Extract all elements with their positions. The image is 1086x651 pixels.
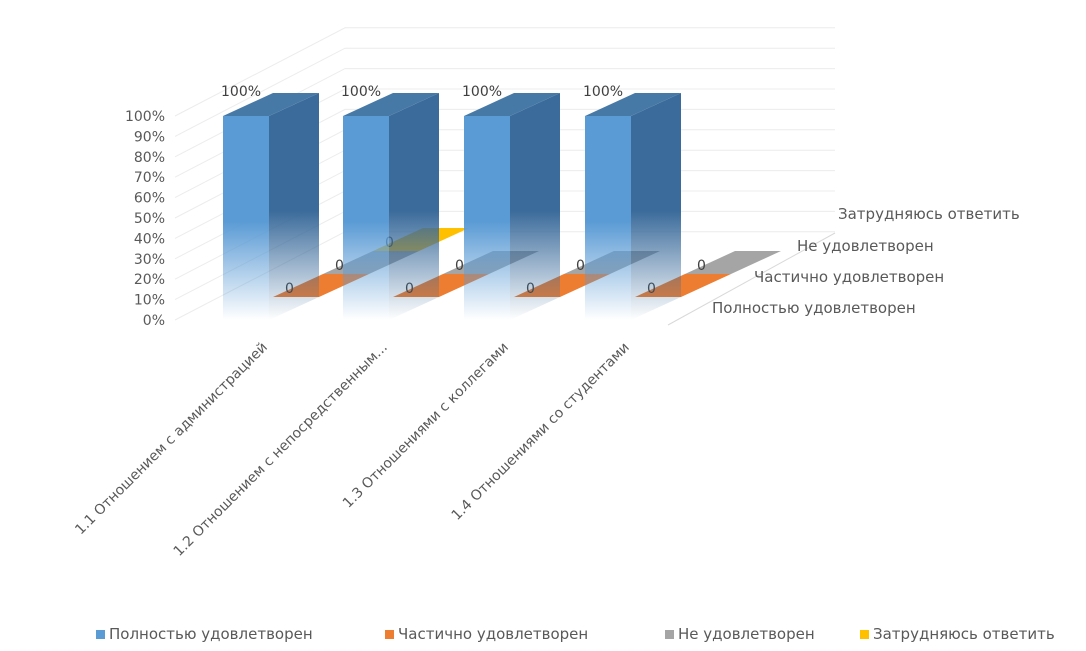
legend-item[interactable]: Частично удовлетворен [385, 625, 588, 643]
floor-edge [667, 232, 836, 326]
legend-label: Затрудняюсь ответить [873, 625, 1055, 643]
legend[interactable]: Полностью удовлетворен Частично удовлетво… [96, 625, 1055, 643]
y-tick-label: 60% [134, 191, 165, 207]
y-tick-label: 40% [134, 231, 165, 247]
y-tick-label: 10% [134, 293, 165, 309]
bar-front [343, 116, 389, 320]
bar: 100% [462, 84, 560, 320]
x-tick-label: 1.2 Отношением с непосредственным... [171, 340, 391, 560]
y-tick-label: 100% [125, 109, 165, 125]
series-axis-label: Не удовлетворен [797, 237, 934, 255]
series-axis-label: Частично удовлетворен [754, 268, 944, 286]
plot-area: 000000000100%100%100%100% [221, 84, 781, 320]
series-axis-label: Затрудняюсь ответить [838, 205, 1020, 223]
legend-swatch [860, 630, 869, 639]
legend-label: Полностью удовлетворен [109, 625, 313, 643]
legend-item[interactable]: Полностью удовлетворен [96, 625, 313, 643]
bar: 100% [221, 84, 319, 320]
data-label: 100% [583, 84, 623, 100]
y-tick-label: 80% [134, 150, 165, 166]
y-tick-label: 0% [143, 313, 165, 329]
bar-top [343, 93, 439, 116]
gridline [174, 27, 835, 117]
y-tick-label: 90% [134, 129, 165, 145]
data-label: 100% [221, 84, 261, 100]
bar: 100% [341, 84, 439, 320]
legend-label: Не удовлетворен [678, 625, 815, 643]
bar: 0 [685, 251, 781, 274]
data-label: 0 [576, 258, 585, 274]
bar-top [464, 93, 560, 116]
legend-swatch [96, 630, 105, 639]
legend-item[interactable]: Не удовлетворен [665, 625, 815, 643]
data-label: 100% [341, 84, 381, 100]
legend-label: Частично удовлетворен [398, 625, 588, 643]
legend-swatch [385, 630, 394, 639]
bar-front [585, 116, 631, 320]
bar-top [585, 93, 681, 116]
bar-top [223, 93, 319, 116]
y-tick-label: 50% [134, 211, 165, 227]
x-tick-label: 1.1 Отношением с администрацией [72, 340, 271, 539]
series-axis-label: Полностью удовлетворен [712, 299, 916, 317]
y-tick-label: 70% [134, 170, 165, 186]
bar-side [510, 93, 560, 320]
legend-item[interactable]: Затрудняюсь ответить [860, 625, 1055, 643]
y-tick-label: 30% [134, 252, 165, 268]
data-label: 0 [335, 258, 344, 274]
bar-side [389, 93, 439, 320]
data-label: 0 [455, 258, 464, 274]
bar-front [464, 116, 510, 320]
bar-front [223, 116, 269, 320]
y-axis: 0% 10% 20% 30% 40% 50% 60% 70% 80% 90% 100% [125, 109, 165, 329]
gridline [174, 47, 835, 137]
series-depth-axis: Полностью удовлетворен Частично удовлетво… [712, 205, 1020, 317]
bar-side [631, 93, 681, 320]
data-label: 0 [697, 258, 706, 274]
legend-swatch [665, 630, 674, 639]
bar-flat [685, 251, 781, 274]
data-label: 100% [462, 84, 502, 100]
bar: 100% [583, 84, 681, 320]
bar-side [269, 93, 319, 320]
y-tick-label: 20% [134, 272, 165, 288]
